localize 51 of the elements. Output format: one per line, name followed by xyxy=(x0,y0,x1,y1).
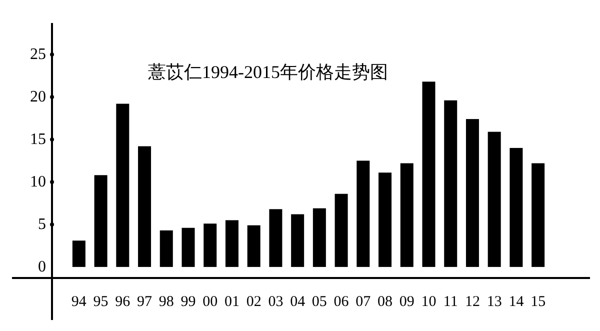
bar xyxy=(160,230,173,267)
bar xyxy=(269,209,282,267)
x-tick-label: 10 xyxy=(421,294,436,310)
x-tick-label: 01 xyxy=(224,294,240,310)
x-tick-label: 09 xyxy=(399,294,414,310)
bar xyxy=(94,175,108,267)
bar xyxy=(532,163,545,267)
bar xyxy=(247,225,260,267)
x-tick-label: 97 xyxy=(137,294,153,310)
x-tick-label: 04 xyxy=(290,294,306,310)
bar xyxy=(400,163,414,267)
bar xyxy=(488,132,501,267)
x-tick-label: 11 xyxy=(443,294,458,310)
x-tick-label: 02 xyxy=(246,294,262,310)
bar xyxy=(378,172,392,267)
x-tick-label: 07 xyxy=(356,294,372,310)
bar xyxy=(510,148,523,267)
bar xyxy=(116,104,130,267)
bar xyxy=(225,220,238,267)
x-tick-label: 05 xyxy=(312,294,327,310)
x-tick-label: 96 xyxy=(115,294,131,310)
bar xyxy=(422,82,436,267)
bar xyxy=(312,208,326,267)
text: 薏苡仁1994-2015年价格走势图 xyxy=(148,62,388,82)
x-tick-label: 98 xyxy=(158,294,174,310)
y-tick-label: 10 xyxy=(30,173,46,190)
x-tick-label: 03 xyxy=(268,294,284,310)
y-tick-label: 5 xyxy=(38,216,46,233)
bar xyxy=(72,240,86,267)
x-tick-label: 13 xyxy=(486,294,502,310)
x-tick-label: 94 xyxy=(71,294,87,310)
x-tick-label: 08 xyxy=(378,294,393,310)
y-tick-label: 25 xyxy=(30,46,46,63)
bar xyxy=(334,194,348,267)
x-tick-label: 15 xyxy=(530,294,546,310)
bar xyxy=(356,160,370,267)
x-tick-label: 95 xyxy=(93,294,108,310)
y-tick-label: 15 xyxy=(30,130,46,148)
x-tick-label: 12 xyxy=(464,294,480,310)
bar xyxy=(291,214,304,267)
bar xyxy=(138,146,152,267)
x-tick-label: 00 xyxy=(202,294,218,310)
x-tick-label: 99 xyxy=(180,294,196,310)
bar xyxy=(444,100,458,267)
y-tick-label: 20 xyxy=(30,88,46,106)
bar xyxy=(182,228,195,267)
bar xyxy=(466,119,479,267)
y-tick-label: 0 xyxy=(38,258,46,276)
x-tick-label: 14 xyxy=(508,294,524,310)
x-tick-label: 06 xyxy=(334,294,350,310)
bar xyxy=(204,224,217,267)
